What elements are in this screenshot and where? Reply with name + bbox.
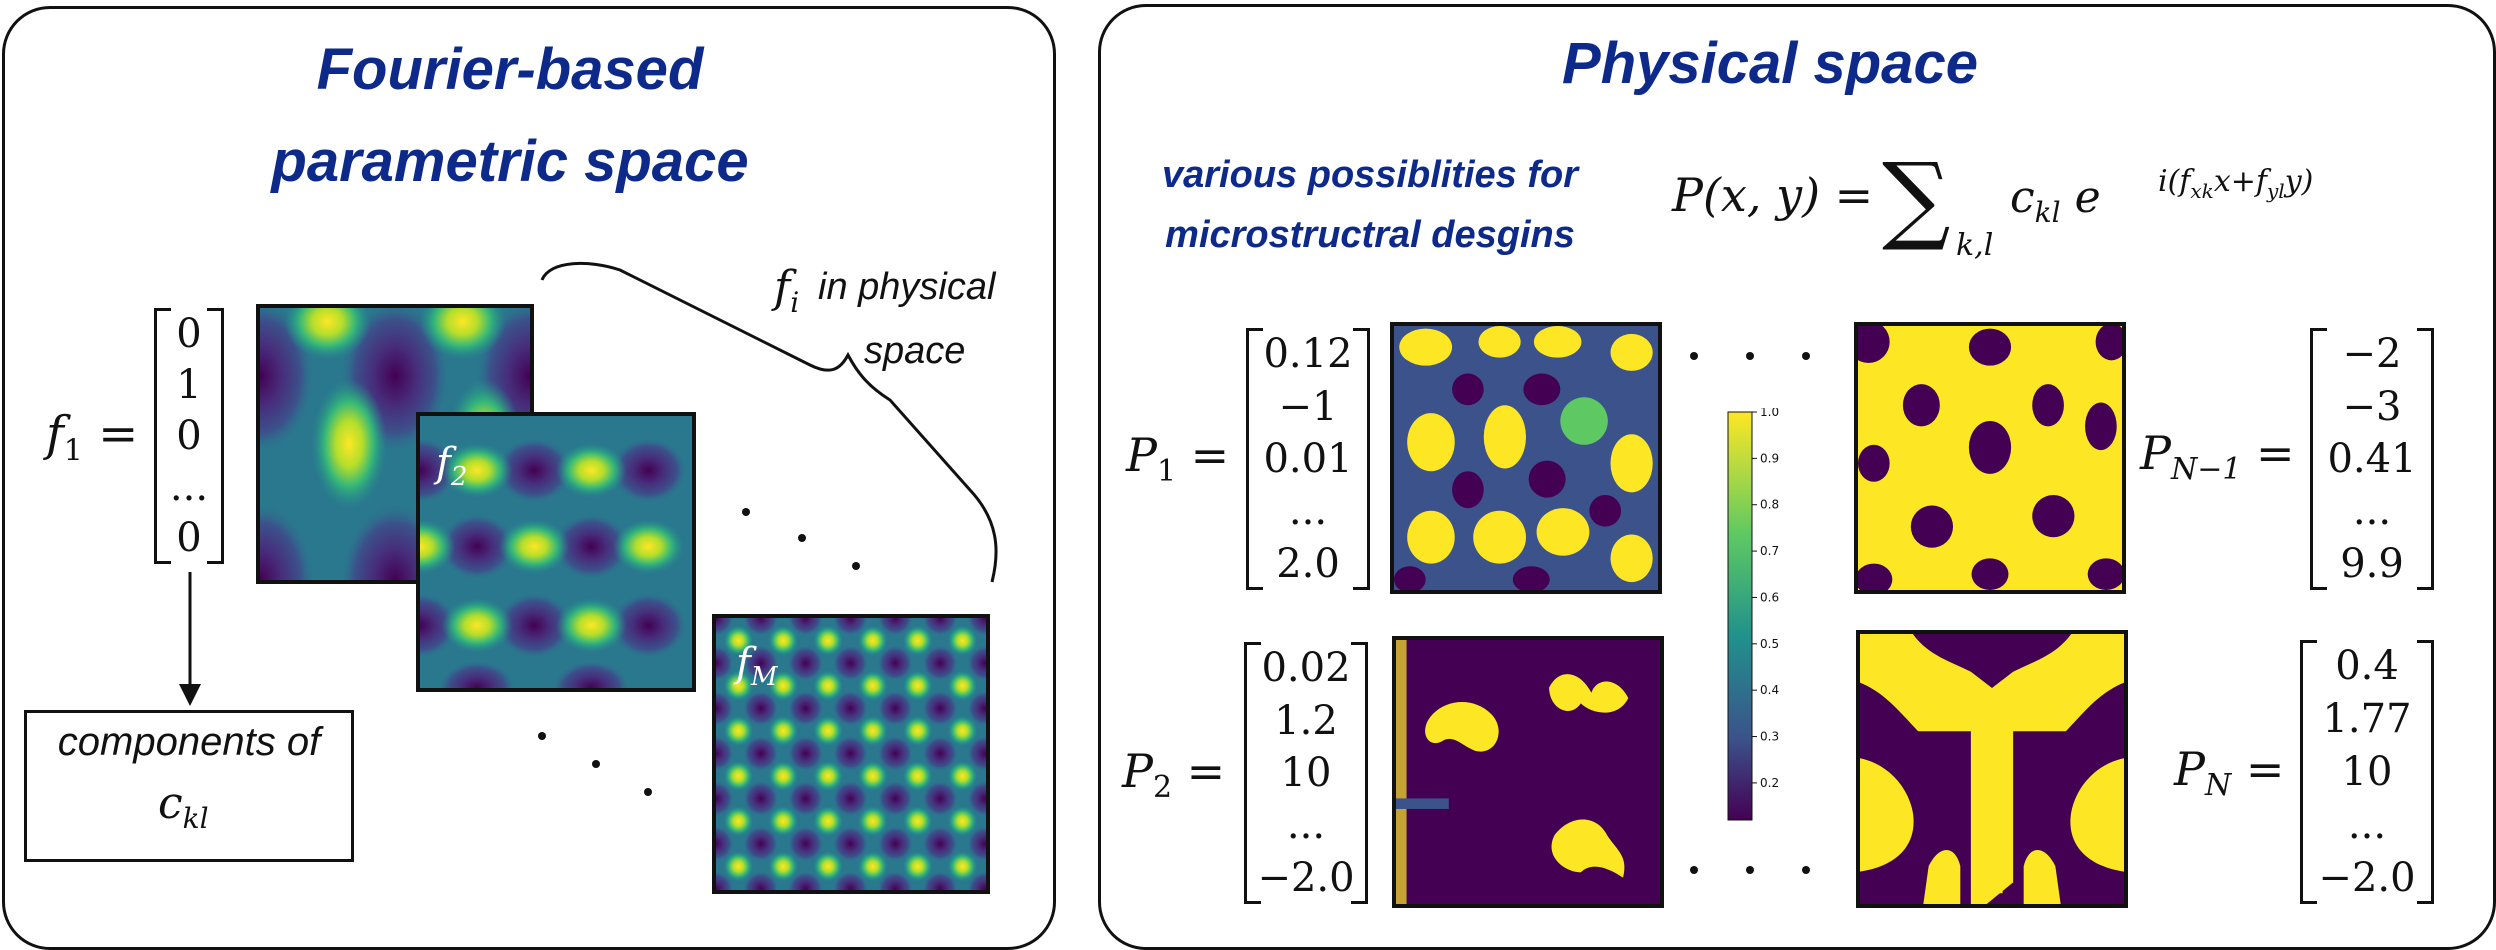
PN-1-vector-entry: 9.9 [2340,540,2404,587]
f1-vector: 0 1 0 ... 0 [154,308,224,564]
fi-label: fi [774,262,800,319]
P2-vector: 0.02 1.2 10 ... −2.0 [1244,642,1368,904]
ellipsis-dot [1802,352,1810,360]
PN-1-vector-entry: −3 [2342,383,2402,430]
ellipsis-dot [742,508,750,516]
right-panel-title: Physical space [1562,31,1978,96]
f1-label: f1 = [46,406,139,469]
PN-1-vector: −2 −3 0.41 ... 9.9 [2310,328,2434,590]
colorbar-tick-label: 0.3 [1760,730,1779,744]
colorbar-tick-label: 1.0 [1760,408,1779,419]
subtitle-line1: various possiblities for [1162,154,1578,196]
fi-brace [540,261,998,583]
P1-vector-entry: ... [1288,488,1328,535]
fM-label: fM [736,640,778,692]
P1-vector: 0.12 −1 0.01 ... 2.0 [1246,328,1370,590]
f1-to-components-arrow [179,572,201,706]
PN-vector: 0.4 1.77 10 ... −2.0 [2300,640,2434,904]
f1-vector-entry: 0 [176,310,202,357]
f1-vector-entry: 0 [176,412,202,459]
PN-microstructure-tile [1856,630,2128,908]
P2-label: P2 = [1122,744,1226,806]
f2-label: f2 [436,440,468,492]
PN-vector-entry: 10 [2341,748,2393,795]
physical-equation: P(x, y) = [1672,168,1874,222]
P2-vector-entry: −2.0 [1257,854,1355,901]
PN-1-vector-entry: −2 [2342,331,2402,378]
PN-vector-entry: ... [2347,801,2387,848]
ellipsis-dot [798,534,806,542]
f1-vector-entry: 1 [176,361,202,408]
ellipsis-dot [1746,352,1754,360]
components-box [24,710,354,862]
f1-vector-entry: ... [169,464,209,511]
PN-vector-entry: −2.0 [2318,854,2416,901]
PN-1-vector-entry: ... [2352,488,2392,535]
PN-1-vector-entry: 0.41 [2327,435,2417,482]
P1-vector-entry: 0.01 [1263,435,1353,482]
colorbar-tick-label: 0.7 [1760,544,1779,558]
equation-sum-symbol: ∑ [1882,142,1951,254]
P1-vector-entry: −1 [1278,383,1338,430]
P1-microstructure-tile [1390,322,1662,594]
ellipsis-dot [1690,352,1698,360]
ellipsis-dot [1690,866,1698,874]
ellipsis-dot [644,788,652,796]
f2-basis-tile [416,412,696,692]
components-text: components of [57,720,321,764]
ellipsis-dot [1746,866,1754,874]
PN-label: PN = [2174,742,2285,804]
equation-exponent: i(fxkx+fyly) [2158,164,2314,203]
fi-text-line2: space [864,330,966,372]
PN-1-microstructure-tile [1854,322,2126,594]
fM-basis-tile [712,614,990,894]
ckl-label: ckl [158,778,209,835]
colorbar-tick-label: 0.8 [1760,498,1779,512]
PN-vector-entry: 0.4 [2335,643,2399,690]
ellipsis-dot [592,760,600,768]
fi-text-line1: in physical [818,266,996,308]
P1-label: P1 = [1126,428,1230,490]
ellipsis-dot [538,732,546,740]
P2-vector-entry: ... [1286,802,1326,849]
P2-vector-entry: 10 [1280,749,1332,796]
P1-vector-entry: 0.12 [1263,331,1353,378]
P2-vector-entry: 0.02 [1261,645,1351,692]
equation-sum-subscript: k,l [1956,228,1994,263]
ellipsis-dot [852,562,860,570]
colorbar: 1.0 0.9 0.8 0.7 0.6 0.5 0.4 0.3 0.2 [1724,408,1824,828]
P2-microstructure-tile [1392,636,1664,908]
colorbar-tick-label: 0.2 [1760,776,1779,790]
P2-vector-entry: 1.2 [1274,697,1338,744]
PN-1-label: PN−1 = [2140,426,2295,488]
P1-vector-entry: 2.0 [1276,540,1340,587]
equation-coefficient: ckl e [2010,172,2101,229]
subtitle-line2: microstructral desgins [1165,214,1575,256]
ellipsis-dot [1802,866,1810,874]
colorbar-tick-label: 0.9 [1760,451,1779,465]
f1-vector-entry: 0 [176,515,202,562]
colorbar-tick-label: 0.6 [1760,590,1779,604]
left-panel-title-line1: Fourier-based [316,37,704,102]
colorbar-tick-label: 0.4 [1760,683,1779,697]
left-panel-title-line2: parametric space [271,129,749,194]
colorbar-tick-label: 0.5 [1760,637,1779,651]
physical-space-panel [1098,4,2496,950]
PN-vector-entry: 1.77 [2322,696,2412,743]
